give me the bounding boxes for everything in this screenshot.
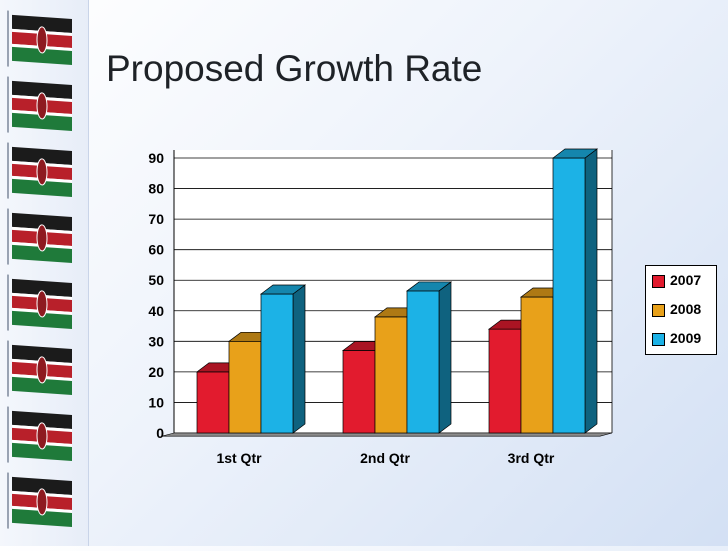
bar-top xyxy=(551,148,599,159)
flag-shield xyxy=(36,224,48,252)
bar-top xyxy=(405,281,453,292)
x-tick-label: 1st Qtr xyxy=(216,450,262,466)
flag-stripe-green xyxy=(12,508,72,528)
bar xyxy=(342,350,376,434)
legend-swatch xyxy=(652,333,665,346)
flag-shield xyxy=(36,92,48,120)
bar xyxy=(520,296,554,434)
flag-stripe-green xyxy=(12,112,72,132)
flag-stripe-green xyxy=(12,442,72,462)
y-tick-label: 80 xyxy=(148,181,164,197)
flag-icon xyxy=(7,208,72,265)
y-tick-label: 0 xyxy=(156,425,164,441)
flag-icon xyxy=(7,10,72,67)
y-tick-label: 30 xyxy=(148,333,164,349)
chart-legend: 2007 2008 2009 xyxy=(645,265,717,355)
y-tick-label: 40 xyxy=(148,303,164,319)
flag-icon xyxy=(7,406,72,463)
x-tick-label: 3rd Qtr xyxy=(508,450,555,466)
bar xyxy=(228,340,262,434)
flag-shield xyxy=(36,356,48,384)
flag-shield xyxy=(36,290,48,318)
y-tick-label: 10 xyxy=(148,394,164,410)
bar xyxy=(374,316,408,434)
slide-title: Proposed Growth Rate xyxy=(106,48,483,89)
chart-floor xyxy=(161,432,613,437)
y-tick-label: 50 xyxy=(148,272,164,288)
flag-icon xyxy=(7,274,72,331)
y-tick-label: 20 xyxy=(148,364,164,380)
flag-icon xyxy=(7,76,72,133)
x-tick-label: 2nd Qtr xyxy=(360,450,410,466)
legend-label: 2008 xyxy=(670,301,702,317)
flag-stripe-black xyxy=(12,278,72,298)
bar xyxy=(406,290,440,434)
bar-side xyxy=(292,284,306,434)
bar-side xyxy=(438,281,452,434)
legend-label: 2007 xyxy=(670,272,702,288)
flag-icon xyxy=(7,142,72,199)
legend-label: 2009 xyxy=(670,330,702,346)
flag-stripe-black xyxy=(12,212,72,232)
flag-shield xyxy=(36,422,48,450)
legend-swatch xyxy=(652,304,665,317)
flag-stripe-green xyxy=(12,244,72,264)
flag-shield xyxy=(36,488,48,516)
kenya-flags-icon xyxy=(7,10,72,529)
flag-shield xyxy=(36,158,48,186)
bar xyxy=(552,157,586,434)
flag-stripe-black xyxy=(12,80,72,100)
y-tick-label: 70 xyxy=(148,211,164,227)
y-tick-label: 90 xyxy=(148,150,164,166)
flag-icon xyxy=(7,472,72,529)
flag-stripe-black xyxy=(12,14,72,34)
flag-stripe-green xyxy=(12,46,72,66)
flag-stripe-black xyxy=(12,410,72,430)
y-tick-label: 60 xyxy=(148,242,164,258)
flag-stripe-green xyxy=(12,376,72,396)
flag-stripe-black xyxy=(12,344,72,364)
bar-top xyxy=(259,284,307,295)
flag-shield xyxy=(36,26,48,54)
flag-stripe-black xyxy=(12,146,72,166)
flag-stripe-green xyxy=(12,178,72,198)
flag-stripe-green xyxy=(12,310,72,330)
flag-stripe-black xyxy=(12,476,72,496)
flag-decoration-strip xyxy=(0,0,89,546)
bar xyxy=(196,371,230,434)
legend-swatch xyxy=(652,275,665,288)
bar-side xyxy=(584,148,598,434)
flag-icon xyxy=(7,340,72,397)
bar xyxy=(260,293,294,434)
bar xyxy=(488,328,522,434)
